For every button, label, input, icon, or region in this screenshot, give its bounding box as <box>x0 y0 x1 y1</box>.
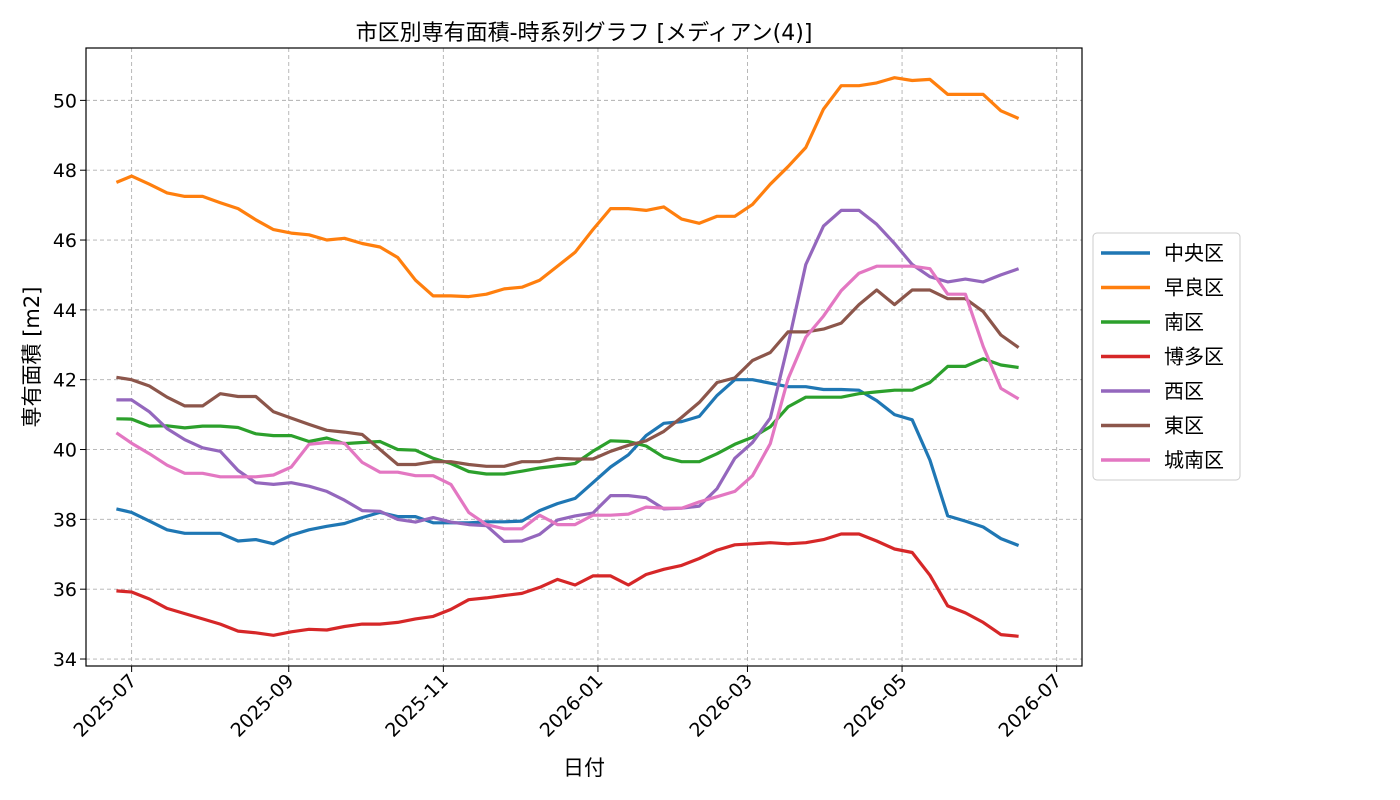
x-tick-label: 2026-07 <box>994 670 1066 742</box>
y-tick-label: 44 <box>53 300 77 322</box>
legend-label: 南区 <box>1164 310 1204 334</box>
legend-label: 博多区 <box>1164 345 1224 369</box>
legend-label: 早良区 <box>1164 276 1224 300</box>
x-axis: 2025-07 2025-09 2025-11 2026-01 2026-03 2026-… <box>69 666 1066 742</box>
series-line <box>116 532 1019 638</box>
x-tick-label: 2025-11 <box>381 670 453 742</box>
series-line <box>116 288 1020 468</box>
series-lines <box>115 76 1020 638</box>
x-tick-label: 2026-05 <box>840 670 912 742</box>
y-tick-label: 42 <box>53 370 77 392</box>
series-line <box>116 378 1020 547</box>
y-tick-label: 40 <box>53 440 77 462</box>
y-tick-label: 50 <box>53 90 77 112</box>
y-tick-label: 38 <box>53 509 77 531</box>
y-axis: 34 36 38 40 42 44 46 48 50 <box>53 90 86 671</box>
series-line <box>116 208 1020 544</box>
chart-title: 市区別専有面積-時系列グラフ [メディアン(4)] <box>356 21 813 46</box>
x-tick-label: 2026-01 <box>536 670 608 742</box>
plot-frame <box>85 47 1083 667</box>
grid <box>86 48 1082 666</box>
legend-label: 西区 <box>1164 379 1204 403</box>
x-tick-label: 2025-09 <box>227 670 299 742</box>
y-tick-label: 36 <box>53 579 77 601</box>
y-axis-label: 専有面積 [m2] <box>20 287 44 428</box>
legend-label: 城南区 <box>1164 448 1224 472</box>
legend-box <box>1092 232 1241 481</box>
y-tick-label: 46 <box>53 230 77 252</box>
x-axis-label: 日付 <box>563 756 605 780</box>
legend-label: 中央区 <box>1164 241 1224 265</box>
x-tick-label: 2025-07 <box>69 670 141 742</box>
series-line <box>116 357 1019 476</box>
x-tick-label: 2026-03 <box>685 670 757 742</box>
legend-label: 東区 <box>1164 414 1204 438</box>
series-line <box>115 264 1020 531</box>
y-tick-label: 34 <box>53 649 77 671</box>
series-line <box>115 76 1020 299</box>
y-tick-label: 48 <box>53 160 77 182</box>
